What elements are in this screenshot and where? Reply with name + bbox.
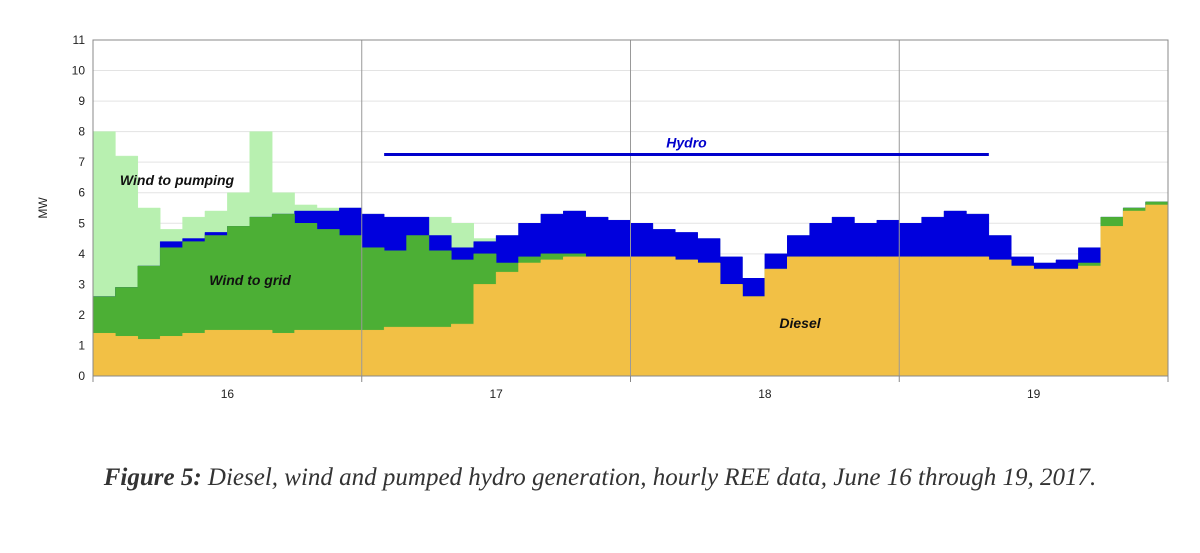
figure-caption: Figure 5: Diesel, wind and pumped hydro …: [0, 458, 1200, 498]
x-tick-label: 18: [758, 387, 772, 401]
x-tick-label: 17: [489, 387, 503, 401]
y-axis-label: MW: [36, 197, 50, 219]
y-tick-label: 5: [78, 216, 85, 230]
y-tick-label: 6: [78, 186, 85, 200]
y-tick-label: 4: [78, 247, 85, 261]
chart: 0 1 2 3 4 5 6 7 8 9 10 11 MW 16 17 18 19 Wind to pumping W…: [36, 33, 1169, 401]
y-tick-label: 10: [72, 64, 86, 78]
annotation-diesel: Diesel: [779, 315, 821, 331]
annotation-hydro: Hydro: [666, 135, 707, 151]
x-tick-label: 16: [221, 387, 235, 401]
y-tick-label: 1: [78, 338, 85, 352]
annotation-wind-to-grid: Wind to grid: [209, 272, 291, 288]
y-tick-label: 2: [78, 308, 85, 322]
y-tick-label: 11: [73, 33, 86, 47]
caption-label: Figure 5:: [103, 464, 202, 491]
caption-text: Diesel, wind and pumped hydro generation…: [201, 464, 1097, 491]
annotation-wind-to-pumping: Wind to pumping: [120, 172, 235, 188]
y-tick-label: 9: [78, 94, 85, 108]
y-tick-label: 0: [78, 369, 85, 383]
x-tick-label: 19: [1027, 387, 1041, 401]
y-tick-label: 7: [78, 155, 85, 169]
y-tick-label: 3: [78, 277, 85, 291]
y-tick-label: 8: [78, 125, 85, 139]
